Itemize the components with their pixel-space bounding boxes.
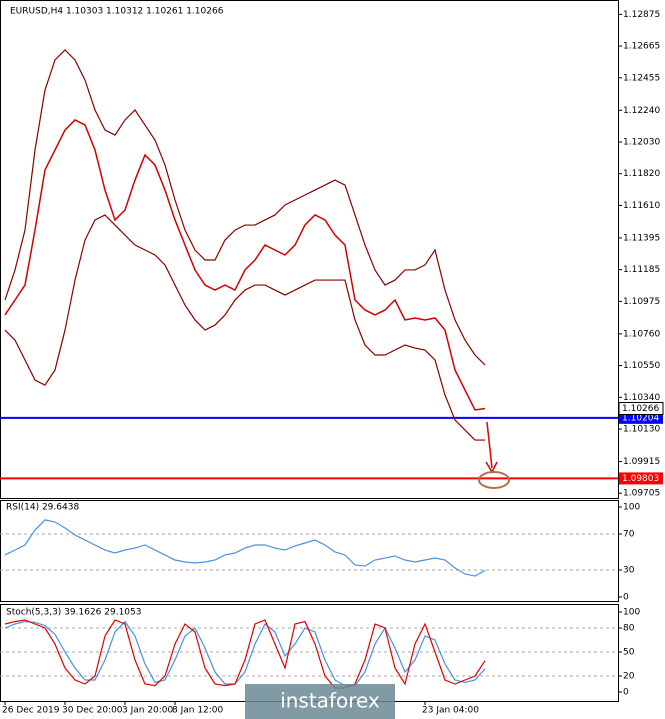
y-tick-label: 1.12030 xyxy=(623,138,660,148)
x-tick-label: 8 Jan 12:00 xyxy=(172,706,224,716)
series-line xyxy=(4,619,486,689)
x-tick-label: 3 Jan 20:00 xyxy=(122,706,174,716)
level-label: 1.10204 xyxy=(622,413,659,423)
last-price-box xyxy=(618,401,664,415)
y-tick-label: 1.11610 xyxy=(623,201,660,211)
series-line xyxy=(4,214,485,441)
main-panel-frame xyxy=(0,0,619,499)
last-price-label: 1.10266 xyxy=(622,404,659,414)
y-tick-label: 1.10550 xyxy=(623,361,660,371)
y-tick-label: 1.11820 xyxy=(623,169,660,179)
x-tick-label: 30 Dec 20:00 xyxy=(62,706,123,716)
y-tick-label: 1.09705 xyxy=(623,489,660,499)
x-tick-label: 26 Dec 2019 xyxy=(2,706,60,716)
y-tick-label: 80 xyxy=(623,624,635,634)
series-line xyxy=(4,620,486,687)
watermark-box xyxy=(245,684,395,719)
x-tick-label: 23 Jan 04:00 xyxy=(422,706,479,716)
y-tick-label: 1.10760 xyxy=(623,329,660,339)
series-line xyxy=(4,49,486,366)
y-tick-label: 0 xyxy=(623,593,629,603)
watermark: instaforex xyxy=(280,689,380,713)
plot-layer: 1.12875 1.12665 1.12455 1.12240 1.12030 1.118… xyxy=(0,10,664,716)
level-label: 1.09803 xyxy=(622,474,659,484)
series-line xyxy=(4,519,486,577)
y-tick-label: 1.11185 xyxy=(623,265,660,275)
y-tick-label: 1.12665 xyxy=(623,42,660,52)
y-tick-label: 70 xyxy=(623,530,635,540)
chart-title: EURUSD,H4 1.10303 1.10312 1.10261 1.1026… xyxy=(10,7,224,17)
y-tick-label: 1.12240 xyxy=(623,106,660,116)
y-tick-label: 0 xyxy=(623,688,629,698)
y-tick-label: 20 xyxy=(623,672,635,682)
y-tick-label: 50 xyxy=(623,648,635,658)
forecast-arrow xyxy=(486,421,493,469)
y-tick-label: 30 xyxy=(623,566,635,576)
target-circle xyxy=(478,471,510,489)
y-tick-label: 1.12875 xyxy=(623,10,660,20)
y-tick-label: 1.09915 xyxy=(623,457,660,467)
y-tick-label: 1.12455 xyxy=(623,73,660,83)
rsi-title: RSI(14) 29.6438 xyxy=(6,503,79,513)
y-tick-label: 100 xyxy=(623,503,640,513)
rsi-panel-frame xyxy=(0,500,619,602)
y-tick-label: 1.10130 xyxy=(623,425,660,435)
stoch-title: Stoch(5,3,3) 39.1626 29.1053 xyxy=(6,608,141,618)
series-line xyxy=(4,119,486,411)
y-tick-label: 1.11395 xyxy=(623,233,660,243)
level-label-box xyxy=(619,472,663,485)
y-tick-label: 1.10340 xyxy=(623,393,660,403)
y-tick-label: 100 xyxy=(623,608,640,618)
y-tick-label: 1.10975 xyxy=(623,297,660,307)
